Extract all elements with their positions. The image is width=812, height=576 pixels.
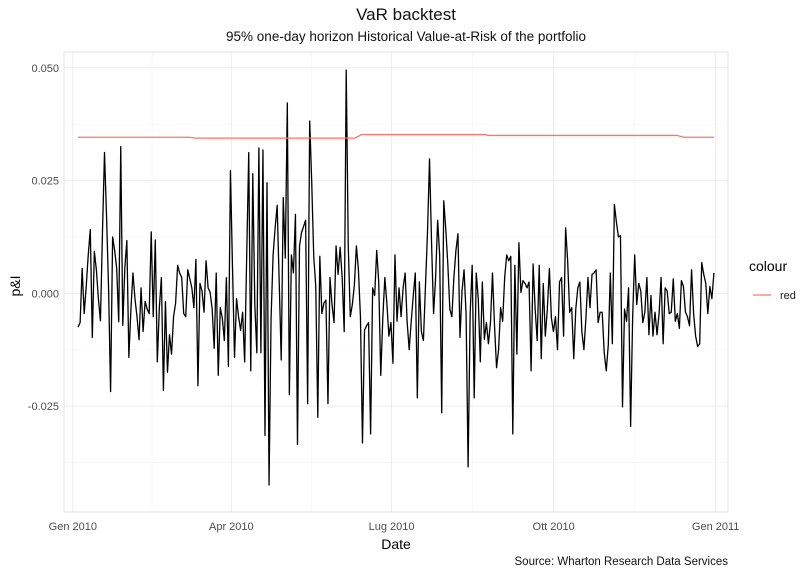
series-line-var: [78, 133, 714, 139]
x-tick-label: Lug 2010: [369, 521, 415, 533]
series-layer: [77, 69, 715, 486]
y-axis-ticks: 0.050 0.025 0.000 -0.025: [28, 63, 59, 413]
y-tick-label: -0.025: [28, 401, 59, 413]
legend-title: colour: [749, 258, 787, 274]
x-tick-label: Gen 2010: [49, 521, 97, 533]
y-axis-title: p&I: [7, 275, 23, 296]
x-tick-label: Ott 2010: [533, 521, 575, 533]
legend-label-red: red: [780, 290, 796, 302]
legend: colour red: [749, 258, 796, 302]
y-tick-label: 0.050: [31, 63, 59, 75]
x-axis-ticks: Gen 2010 Apr 2010 Lug 2010 Ott 2010 Gen 2011: [49, 521, 740, 533]
x-axis-title: Date: [381, 536, 411, 552]
panel-border: [63, 51, 729, 513]
x-tick-label: Apr 2010: [209, 521, 254, 533]
y-tick-label: 0.000: [31, 288, 59, 300]
x-tick-label: Gen 2011: [692, 521, 740, 533]
y-tick-label: 0.025: [31, 176, 59, 188]
chart-title: VaR backtest: [356, 5, 456, 24]
chart-subtitle: 95% one-day horizon Historical Value-at-…: [226, 29, 586, 44]
chart-caption: Source: Wharton Research Data Services: [514, 556, 728, 568]
series-line-pnl: [77, 69, 715, 486]
